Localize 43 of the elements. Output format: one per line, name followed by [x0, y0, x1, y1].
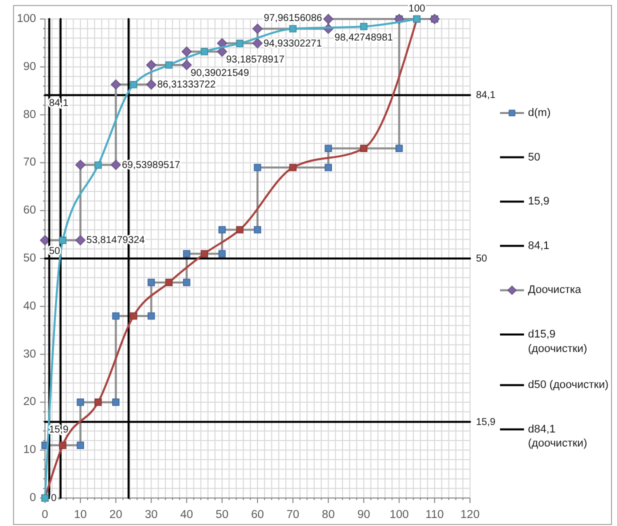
legend-label: Доочистка: [528, 284, 582, 296]
x-tick-label: 60: [251, 509, 264, 521]
y-tick-label: 20: [23, 396, 36, 408]
x-tick-label: 90: [357, 509, 370, 521]
x-tick-label: 100: [390, 509, 409, 521]
data-label: 97,96156086: [264, 12, 323, 24]
y-tick-label: 10: [23, 444, 36, 456]
y-tick-label: 80: [23, 108, 36, 121]
data-label: 86,31333722: [157, 79, 216, 90]
y-tick-label: 100: [16, 13, 36, 25]
data-label: 90,39021549: [190, 67, 250, 78]
y-tick-label: 0: [30, 492, 36, 504]
data-label: 0: [51, 492, 57, 504]
legend-label: d(m): [528, 107, 551, 119]
x-tick-label: 40: [180, 509, 194, 521]
legend-label: d15,9 (доочистки): [528, 328, 588, 355]
data-label: 50: [476, 253, 488, 264]
legend-label: 15,9: [528, 196, 550, 208]
data-label: 93,18578917: [226, 54, 285, 65]
data-label: 15,9: [476, 416, 496, 428]
x-tick-label: 120: [460, 509, 480, 521]
data-label: 94,93302271: [264, 38, 322, 49]
data-label: 98,42748981: [334, 32, 394, 43]
x-tick-label: 0: [42, 509, 48, 521]
legend-label: 50: [528, 151, 540, 164]
x-tick-label: 50: [216, 509, 228, 521]
y-tick-label: 90: [23, 60, 36, 73]
x-tick-label: 20: [109, 509, 122, 521]
x-tick-label: 70: [286, 509, 300, 521]
x-tick-label: 10: [74, 509, 87, 521]
legend-label: d84,1 (доочистки): [528, 423, 588, 450]
y-tick-label: 50: [23, 252, 36, 264]
legend-label: d50 (доочистки): [528, 379, 609, 392]
x-tick-label: 30: [144, 509, 158, 521]
y-tick-label: 70: [23, 156, 36, 169]
y-tick-label: 30: [23, 348, 36, 360]
y-tick-label: 40: [23, 300, 36, 312]
y-tick-label: 60: [23, 204, 36, 217]
x-tick-label: 80: [322, 509, 335, 521]
data-label: 84,1: [476, 90, 496, 101]
legend-label: 84,1: [528, 240, 550, 252]
data-label: 100: [408, 2, 426, 14]
x-tick-label: 110: [425, 509, 444, 521]
